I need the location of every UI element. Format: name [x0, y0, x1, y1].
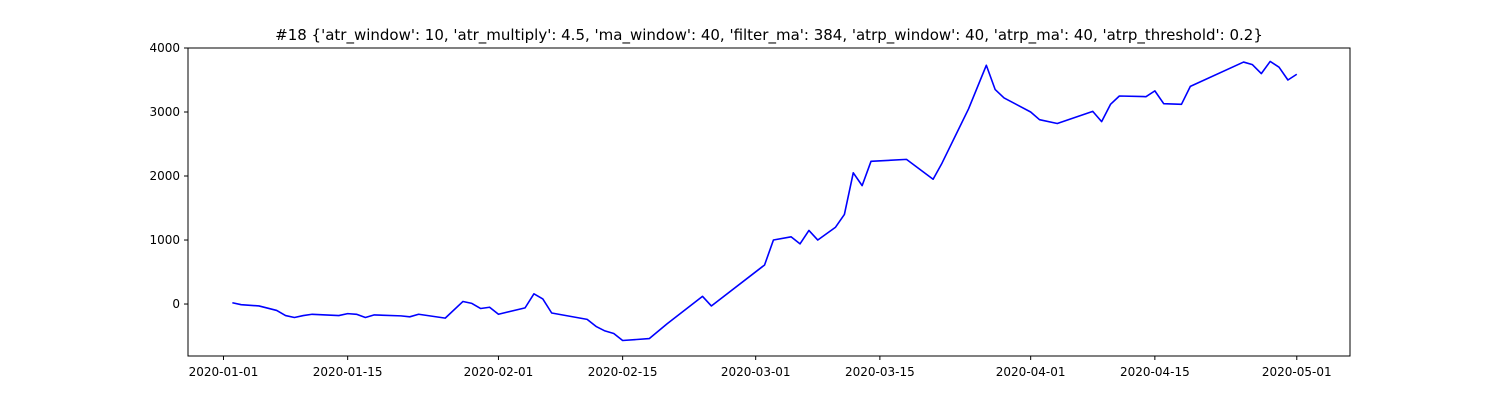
- x-tick-label: 2020-03-15: [845, 365, 915, 379]
- x-tick-label: 2020-01-01: [189, 365, 259, 379]
- y-tick-label: 4000: [149, 41, 180, 55]
- plot-frame: [187, 47, 1351, 357]
- x-tick-label: 2020-04-01: [996, 365, 1066, 379]
- y-tick-label: 1000: [149, 233, 180, 247]
- x-tick-label: 2020-02-15: [588, 365, 658, 379]
- chart-title: #18 {'atr_window': 10, 'atr_multiply': 4…: [275, 26, 1263, 45]
- x-tick-label: 2020-05-01: [1262, 365, 1332, 379]
- x-tick-label: 2020-04-15: [1120, 365, 1190, 379]
- x-tick-label: 2020-03-01: [721, 365, 791, 379]
- x-tick-label: 2020-01-15: [313, 365, 383, 379]
- y-tick-label: 0: [172, 297, 180, 311]
- y-tick-label: 2000: [149, 169, 180, 183]
- data-line: [232, 60, 1298, 342]
- y-tick-label: 3000: [149, 105, 180, 119]
- x-tick-label: 2020-02-01: [464, 365, 534, 379]
